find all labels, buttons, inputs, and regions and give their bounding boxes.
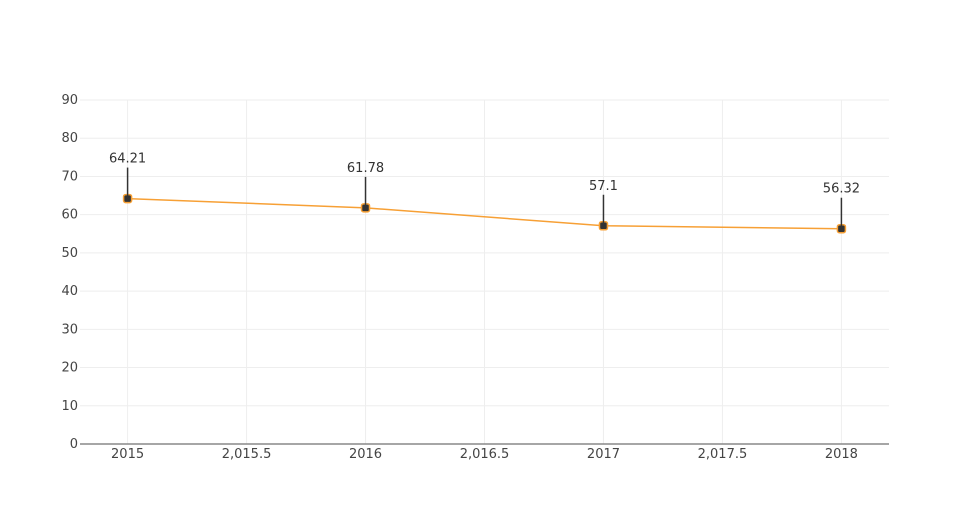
grid-lines	[80, 99, 889, 444]
y-tick-label: 20	[61, 361, 78, 376]
y-tick-label: 30	[61, 322, 78, 337]
data-label: 61.78	[347, 161, 384, 176]
y-tick-label: 40	[61, 284, 78, 299]
x-tick-label: 2016	[349, 447, 382, 462]
data-labels: 64.21 61.78 57.1 56.32	[109, 152, 860, 229]
y-tick-label: 10	[61, 399, 78, 414]
data-label: 56.32	[823, 182, 860, 197]
y-tick-label: 80	[61, 131, 78, 146]
y-tick-label: 90	[61, 93, 78, 108]
y-tick-label: 50	[61, 246, 78, 261]
data-label: 64.21	[109, 152, 146, 167]
series-line	[127, 197, 842, 230]
x-tick-label: 2,016.5	[460, 447, 510, 462]
x-tick-label: 2015	[111, 447, 144, 462]
y-tick-label: 70	[61, 169, 78, 184]
data-label: 57.1	[589, 179, 618, 194]
x-tick-label: 2017	[587, 447, 620, 462]
x-tick-label: 2,015.5	[222, 447, 272, 462]
y-tick-label: 0	[70, 437, 78, 452]
x-tick-label: 2018	[825, 447, 858, 462]
y-tick-label: 60	[61, 208, 78, 223]
x-tick-label: 2,017.5	[698, 447, 748, 462]
tick-labels: 0 10 20 30 40 50 60 70 80 90 2015 2,015.5 2016 2,016.…	[61, 93, 858, 462]
